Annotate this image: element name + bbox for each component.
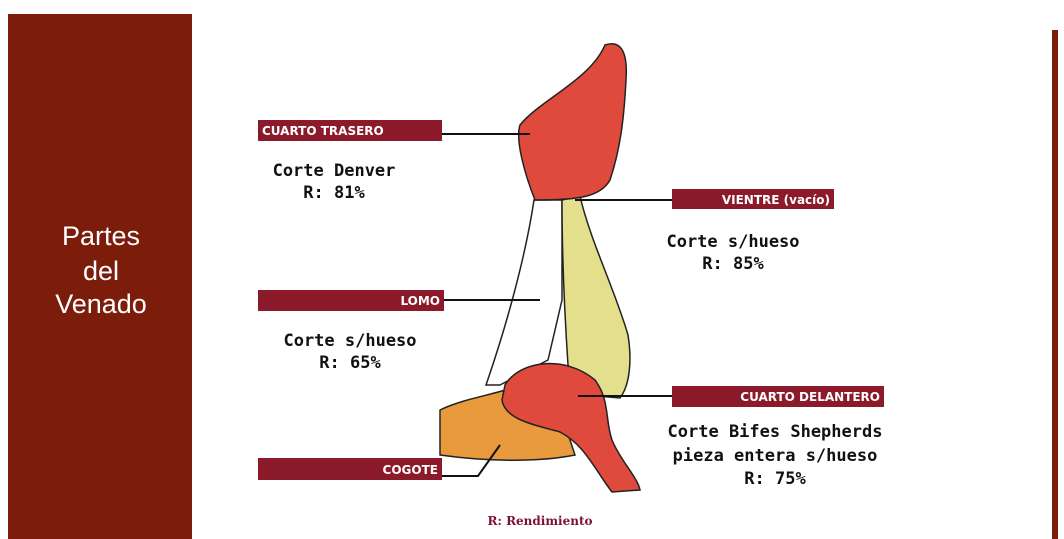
animal-shape bbox=[440, 44, 640, 492]
part-yield: R: 75% bbox=[744, 469, 806, 489]
part-yield: R: 65% bbox=[319, 353, 381, 373]
part-cut: pieza entera s/hueso bbox=[673, 446, 878, 466]
sidebar-title: del bbox=[83, 256, 119, 286]
part-cut: Corte s/hueso bbox=[283, 331, 416, 351]
part-label: VIENTRE (vacío) bbox=[722, 193, 830, 207]
part-cut: Corte Denver bbox=[273, 161, 396, 181]
sidebar-title: Venado bbox=[55, 289, 147, 319]
part-label: CUARTO TRASERO bbox=[262, 124, 384, 138]
part-yield: R: 85% bbox=[702, 254, 764, 274]
part-label: CUARTO DELANTERO bbox=[740, 390, 880, 404]
lomo-area bbox=[486, 200, 562, 385]
edge-strip bbox=[1052, 30, 1058, 539]
part-label: LOMO bbox=[400, 294, 440, 308]
part-yield: R: 81% bbox=[303, 183, 365, 203]
trasero-area bbox=[519, 44, 627, 200]
page: Partes del Venado CUARTO TRASERO Corte D… bbox=[0, 0, 1064, 539]
part-cut: Corte s/hueso bbox=[666, 232, 799, 252]
footnote: R: Rendimiento bbox=[487, 514, 592, 528]
part-cut: Corte Bifes Shepherds bbox=[668, 422, 883, 442]
part-label: COGOTE bbox=[383, 463, 438, 477]
sidebar-title: Partes bbox=[62, 221, 140, 251]
